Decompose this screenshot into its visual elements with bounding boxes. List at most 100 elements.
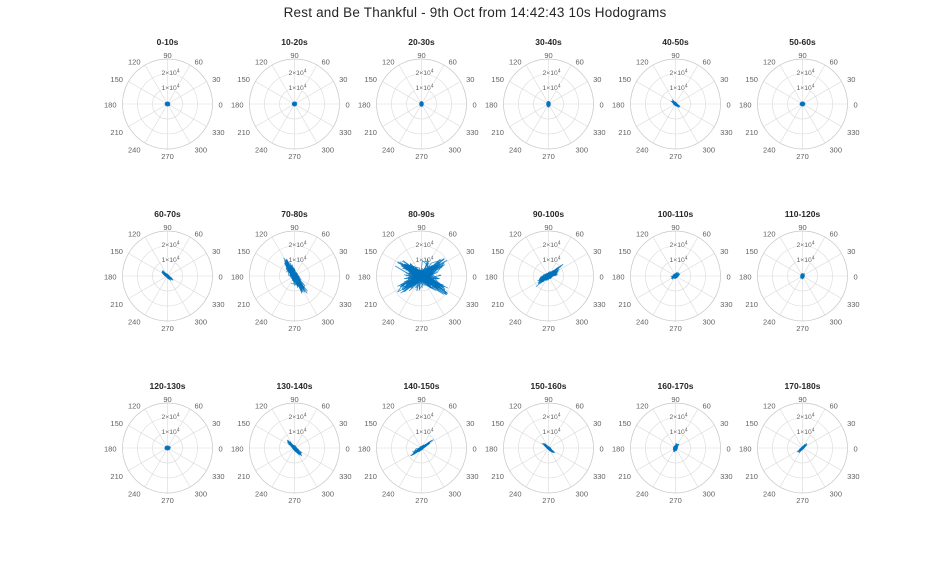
subplot-30-40s: 30-40s 0 30 60 90 120 150 180 210 240 270 300 330 1×1… (485, 35, 612, 207)
subplot-10-20s: 10-20s 0 30 60 90 120 150 180 210 240 270 300 330 1×1… (231, 35, 358, 207)
svg-text:30: 30 (212, 419, 220, 428)
svg-text:1×104: 1×104 (415, 256, 433, 265)
hodogram-trace (670, 271, 681, 280)
svg-text:2×104: 2×104 (288, 241, 306, 250)
svg-text:30: 30 (339, 247, 347, 256)
polar-axes: 0 30 60 90 120 150 180 210 240 270 300 330 1×104 2×10… (612, 223, 733, 333)
figure-title: Rest and Be Thankful - 9th Oct from 14:4… (283, 5, 667, 20)
svg-text:210: 210 (364, 128, 377, 137)
svg-text:180: 180 (358, 273, 371, 282)
svg-text:60: 60 (830, 229, 838, 238)
subplot-40-50s: 40-50s 0 30 60 90 120 150 180 210 240 270 300 330 1×1… (612, 35, 739, 207)
svg-text:1×104: 1×104 (161, 256, 179, 265)
svg-text:30: 30 (720, 419, 728, 428)
svg-text:330: 330 (466, 128, 479, 137)
svg-text:1×104: 1×104 (542, 256, 560, 265)
theta-tick-labels: 0 30 60 90 120 150 180 210 240 270 300 330 (612, 395, 733, 505)
svg-text:150: 150 (491, 419, 504, 428)
svg-text:90: 90 (798, 223, 806, 232)
subplot-title: 0-10s (156, 37, 179, 47)
svg-text:210: 210 (745, 300, 758, 309)
r-tick-labels: 1×104 2×104 (415, 412, 435, 437)
svg-text:2×104: 2×104 (542, 413, 560, 422)
svg-text:270: 270 (415, 324, 428, 333)
svg-text:90: 90 (544, 395, 552, 404)
svg-text:180: 180 (104, 273, 117, 282)
subplot-title: 20-30s (408, 37, 435, 47)
svg-text:180: 180 (104, 445, 117, 454)
svg-text:2×104: 2×104 (415, 241, 433, 250)
polar-axes: 0 30 60 90 120 150 180 210 240 270 300 330 1×104 2×10… (612, 395, 733, 505)
svg-text:150: 150 (491, 247, 504, 256)
polar-grid (503, 58, 594, 150)
theta-tick-labels: 0 30 60 90 120 150 180 210 240 270 300 330 (485, 395, 606, 505)
svg-text:300: 300 (449, 490, 462, 499)
subplot-title: 120-130s (149, 381, 186, 391)
svg-text:300: 300 (322, 490, 335, 499)
svg-text:300: 300 (322, 318, 335, 327)
svg-text:90: 90 (163, 51, 171, 60)
svg-text:90: 90 (671, 223, 679, 232)
svg-text:60: 60 (322, 57, 330, 66)
svg-text:1×104: 1×104 (542, 84, 560, 93)
svg-text:120: 120 (636, 229, 649, 238)
svg-text:30: 30 (339, 75, 347, 84)
svg-text:60: 60 (830, 57, 838, 66)
subplot-title: 10-20s (281, 37, 308, 47)
svg-text:2×104: 2×104 (415, 413, 433, 422)
svg-text:330: 330 (212, 472, 225, 481)
svg-text:120: 120 (636, 57, 649, 66)
svg-text:270: 270 (542, 324, 555, 333)
svg-text:30: 30 (720, 247, 728, 256)
svg-text:30: 30 (593, 75, 601, 84)
svg-text:30: 30 (212, 75, 220, 84)
subplot-140-150s: 140-150s 0 30 60 90 120 150 180 210 240 270 300 330 1… (358, 379, 485, 551)
svg-text:330: 330 (847, 128, 860, 137)
svg-text:270: 270 (796, 324, 809, 333)
svg-text:30: 30 (847, 247, 855, 256)
svg-text:180: 180 (485, 273, 498, 282)
subplot-title: 40-50s (662, 37, 689, 47)
svg-text:330: 330 (720, 300, 733, 309)
theta-tick-labels: 0 30 60 90 120 150 180 210 240 270 300 330 (358, 395, 479, 505)
svg-text:210: 210 (491, 300, 504, 309)
svg-text:150: 150 (237, 247, 250, 256)
svg-text:330: 330 (212, 128, 225, 137)
r-tick-labels: 1×104 2×104 (161, 240, 181, 265)
polar-axes: 0 30 60 90 120 150 180 210 240 270 300 330 1×104 2×10… (104, 51, 225, 161)
svg-text:90: 90 (290, 223, 298, 232)
svg-text:60: 60 (322, 229, 330, 238)
svg-text:330: 330 (466, 300, 479, 309)
svg-text:270: 270 (161, 152, 174, 161)
svg-text:30: 30 (593, 247, 601, 256)
svg-text:90: 90 (417, 223, 425, 232)
polar-axes: 0 30 60 90 120 150 180 210 240 270 300 330 1×104 2×10… (231, 395, 352, 505)
svg-text:120: 120 (255, 401, 268, 410)
svg-text:120: 120 (509, 57, 522, 66)
svg-text:270: 270 (288, 496, 301, 505)
theta-tick-labels: 0 30 60 90 120 150 180 210 240 270 300 330 (231, 51, 352, 161)
r-tick-labels: 1×104 2×104 (161, 68, 181, 93)
polar-axes: 0 30 60 90 120 150 180 210 240 270 300 330 1×104 2×10… (358, 395, 479, 505)
svg-text:0: 0 (727, 273, 731, 282)
theta-tick-labels: 0 30 60 90 120 150 180 210 240 270 300 330 (358, 223, 479, 333)
svg-text:60: 60 (322, 401, 330, 410)
svg-text:240: 240 (255, 318, 268, 327)
r-tick-labels: 1×104 2×104 (415, 68, 435, 93)
svg-text:2×104: 2×104 (161, 69, 179, 78)
svg-text:30: 30 (339, 419, 347, 428)
svg-text:1×104: 1×104 (415, 84, 433, 93)
svg-text:240: 240 (763, 490, 776, 499)
svg-text:240: 240 (128, 146, 141, 155)
svg-text:270: 270 (542, 152, 555, 161)
subplot-50-60s: 50-60s 0 30 60 90 120 150 180 210 240 270 300 330 1×1… (739, 35, 866, 207)
svg-text:150: 150 (618, 247, 631, 256)
r-tick-labels: 1×104 2×104 (288, 240, 308, 265)
svg-text:1×104: 1×104 (796, 428, 814, 437)
subplot-170-180s: 170-180s 0 30 60 90 120 150 180 210 240 270 300 330 1… (739, 379, 866, 551)
subplot-title: 140-150s (403, 381, 440, 391)
svg-text:120: 120 (128, 57, 141, 66)
svg-text:90: 90 (544, 51, 552, 60)
svg-text:120: 120 (255, 57, 268, 66)
svg-text:210: 210 (491, 128, 504, 137)
